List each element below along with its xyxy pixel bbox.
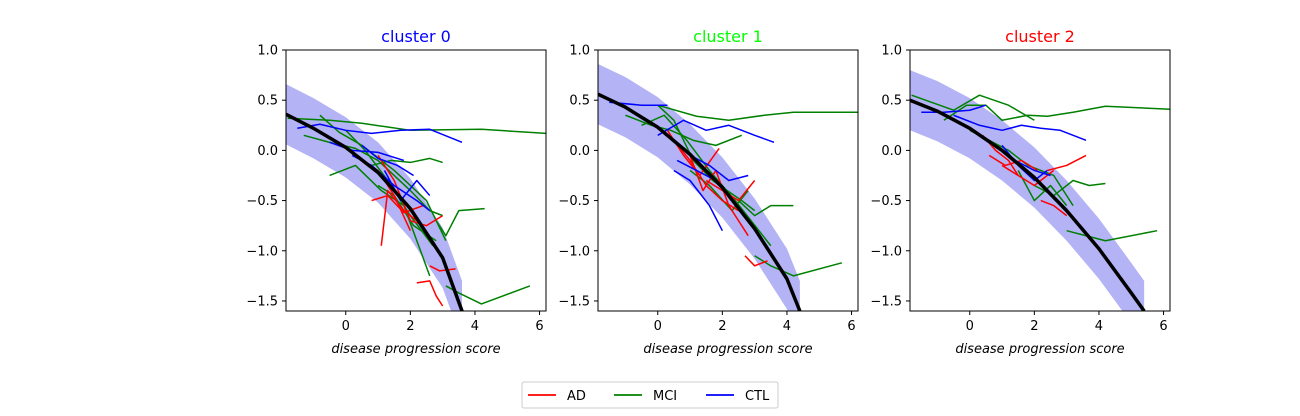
x-tick-label: 2: [718, 319, 726, 334]
y-tick-label: −1.0: [870, 244, 902, 259]
x-tick-label: 4: [471, 319, 479, 334]
x-tick-label: 2: [1030, 319, 1038, 334]
fit-curve: [286, 112, 464, 311]
chart-panels: 0 2 4 6 1.0 0.5 0.0 −0.5 −1.0 −1.5 cluster 0 diseas…: [246, 27, 1171, 357]
chart-panel-2: 0 2 4 6 1.0 0.5 0.0 −0.5 −1.0 −1.5 cluster 2 diseas…: [870, 27, 1171, 357]
x-tick-label: 2: [406, 319, 414, 334]
y-tick-label: −0.5: [558, 194, 590, 209]
plot-area: [910, 70, 1170, 311]
series-line-ad-7: [1001, 164, 1055, 187]
series-line-mci-4: [641, 114, 772, 247]
x-tick-label: 6: [535, 319, 543, 334]
y-tick-label: −1.5: [558, 294, 590, 309]
series-line-mci-2: [1066, 229, 1158, 242]
x-tick-label: 0: [342, 319, 350, 334]
series-line-mci-6: [329, 164, 431, 277]
series-line-mci-7: [371, 157, 443, 167]
series-line-mci-2: [737, 200, 794, 217]
legend-items: AD MCI CTL: [528, 389, 770, 404]
series-line-ctl-12: [953, 114, 1087, 142]
confidence-band: [910, 70, 1145, 311]
y-tick-label: −1.5: [246, 294, 278, 309]
y-tick-label: 1.0: [881, 44, 902, 59]
series-line-ad-11: [429, 265, 456, 272]
series-line-mci-2: [435, 207, 485, 237]
x-tick-label: 4: [1095, 319, 1103, 334]
series-line-ad-9: [1047, 154, 1087, 172]
plot-area: [286, 84, 546, 311]
chart-title: cluster 0: [381, 27, 451, 46]
y-tick-label: −1.0: [558, 244, 590, 259]
x-axis-label: disease progression score: [643, 342, 812, 357]
y-tick-label: 0.5: [881, 94, 902, 109]
series-line-ad-14: [371, 194, 424, 214]
series-line-ad-12: [416, 280, 444, 307]
y-tick-label: 0.5: [569, 94, 590, 109]
x-tick-label: 4: [783, 319, 791, 334]
x-tick-label: 0: [654, 319, 662, 334]
axes-frame: [909, 49, 1171, 312]
series-line-ad-6: [988, 154, 1038, 172]
legend-label-ctl: CTL: [745, 389, 770, 404]
y-tick-label: 0.0: [569, 144, 590, 159]
chart-panel-0: 0 2 4 6 1.0 0.5 0.0 −0.5 −1.0 −1.5 cluster 0 diseas…: [246, 27, 547, 357]
confidence-band: [286, 84, 463, 311]
series-line-ctl-13: [657, 119, 775, 144]
series-line-ad-8: [1040, 199, 1068, 217]
y-tick-label: 1.0: [569, 44, 590, 59]
series-line-mci-0: [287, 117, 546, 135]
series-line-ctl-15: [689, 154, 749, 182]
confidence-band: [598, 64, 800, 311]
legend-label-mci: MCI: [653, 389, 677, 404]
series-line-mci-0: [943, 104, 1170, 122]
chart-title: cluster 1: [693, 27, 763, 46]
legend-label-ad: AD: [567, 389, 586, 404]
x-axis-label: disease progression score: [331, 342, 500, 357]
chart-panel-1: 0 2 4 6 1.0 0.5 0.0 −0.5 −1.0 −1.5 cluster 1 diseas…: [558, 27, 859, 357]
y-tick-label: −1.5: [870, 294, 902, 309]
series-line-ad-10: [377, 154, 444, 227]
y-tick-label: −0.5: [870, 194, 902, 209]
series-line-ad-9: [744, 255, 768, 267]
y-tick-label: 0.0: [881, 144, 902, 159]
y-tick-label: 1.0: [257, 44, 278, 59]
series-line-ctl-14: [673, 169, 724, 232]
y-tick-label: 0.0: [257, 144, 278, 159]
series-line-ctl-18: [383, 170, 431, 202]
series-line-mci-1: [911, 94, 1035, 121]
y-tick-label: −0.5: [246, 194, 278, 209]
fit-curve: [910, 98, 1146, 311]
series-line-ctl-16: [676, 159, 717, 182]
axes-frame: [597, 49, 859, 312]
series-line-ctl-11: [921, 104, 987, 113]
x-tick-label: 6: [847, 319, 855, 334]
series-line-mci-5: [1017, 170, 1068, 207]
x-tick-label: 6: [1159, 319, 1167, 334]
series-line-ctl-19: [361, 144, 414, 177]
y-tick-label: −1.0: [246, 244, 278, 259]
legend-box: [521, 381, 779, 409]
series-line-ctl-15: [297, 123, 463, 144]
chart-title: cluster 2: [1005, 27, 1075, 46]
x-tick-label: 0: [966, 319, 974, 334]
y-tick-label: 0.5: [257, 94, 278, 109]
series-line-mci-0: [657, 104, 858, 122]
fit-curve: [598, 92, 802, 311]
legend: AD MCI CTL: [521, 381, 779, 409]
plot-area: [598, 64, 858, 311]
axes-frame: [285, 49, 547, 312]
x-axis-label: disease progression score: [955, 342, 1124, 357]
